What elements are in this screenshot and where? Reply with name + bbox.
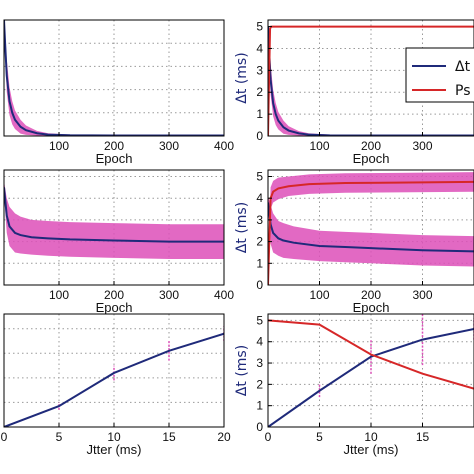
chart-panel-5: 0 5 10 15 20 Jtter (ms) [1, 313, 231, 457]
y-tick-label: 4 [256, 335, 263, 349]
axes-frame [3, 313, 225, 428]
plot-area [4, 180, 224, 259]
x-axis-label: Epoch [353, 300, 390, 315]
x-tick-label: 15 [162, 430, 176, 444]
plot-area [268, 314, 474, 427]
axes-frame [267, 313, 474, 428]
y-tick-label: 5 [256, 170, 263, 184]
x-tick-label: 0 [265, 430, 272, 444]
x-tick-label: 100 [309, 139, 329, 153]
x-tick-label: 200 [361, 288, 381, 302]
x-axis-label: Epoch [96, 300, 133, 315]
x-axis-label: Jtter (ms) [344, 442, 399, 457]
x-tick-label: 5 [316, 430, 323, 444]
y-tick-label: 4 [256, 191, 263, 205]
y-tick-label: 0 [256, 278, 263, 292]
x-tick-label: 200 [104, 288, 124, 302]
plot-area [4, 326, 224, 427]
axes-frame [3, 19, 225, 137]
series-line-2 [268, 319, 474, 390]
y-tick-label: 2 [256, 235, 263, 249]
y-tick-label: 0 [256, 420, 263, 434]
x-tick-label: 0 [1, 430, 8, 444]
series-band-1 [4, 20, 224, 136]
chart-panel-4: 100 200 300 0 1 2 3 4 5 Epoch Δt (ms) [234, 169, 474, 315]
x-tick-label: 200 [104, 139, 124, 153]
x-tick-label: 400 [214, 288, 234, 302]
series-band-2 [268, 172, 474, 285]
series-line-1 [268, 26, 474, 136]
y-tick-label: 0 [256, 129, 263, 143]
x-tick-label: 400 [214, 139, 234, 153]
series-band-1 [268, 196, 474, 267]
y-tick-label: 1 [256, 399, 263, 413]
y-tick-label: 5 [256, 313, 263, 327]
y-tick-label: 2 [256, 85, 263, 99]
x-tick-label: 10 [364, 430, 378, 444]
x-tick-label: 300 [159, 139, 179, 153]
x-tick-label: 100 [49, 139, 69, 153]
y-tick-label: 2 [256, 377, 263, 391]
x-tick-label: 20 [217, 430, 231, 444]
series-line-1 [268, 202, 474, 253]
x-tick-label: 300 [412, 288, 432, 302]
x-tick-label: 15 [416, 430, 430, 444]
series-line-2 [268, 180, 474, 285]
y-axis-label: Δt (ms) [234, 202, 250, 253]
series-line-1 [4, 332, 224, 427]
series-line-1 [268, 327, 474, 427]
x-tick-label: 100 [49, 288, 69, 302]
plot-area [268, 172, 474, 285]
chart-panel-1: 100 200 300 400 Epoch [3, 19, 234, 166]
chart-panel-6: 0 5 10 15 0 1 2 3 4 5 Jtter (ms) Δt (ms) [234, 313, 474, 457]
series-line-1 [4, 187, 224, 243]
chart-panel-3: 100 200 300 400 Epoch [3, 169, 234, 315]
y-tick-label: 1 [256, 256, 263, 270]
series-line-1 [4, 20, 224, 136]
y-tick-label: 3 [256, 356, 263, 370]
y-tick-label: 3 [256, 63, 263, 77]
y-tick-label: 3 [256, 213, 263, 227]
y-axis-label: Δt (ms) [234, 52, 250, 103]
legend-box [405, 47, 474, 103]
series-line-2 [268, 25, 474, 136]
y-tick-label: 1 [256, 107, 263, 121]
legend-label: Ps [455, 83, 471, 99]
plot-area [268, 25, 474, 136]
y-tick-label: 5 [256, 20, 263, 34]
legend: Δt Ps [405, 47, 474, 103]
x-axis-label: Epoch [353, 151, 390, 166]
plot-area [4, 20, 224, 136]
x-tick-label: 100 [309, 288, 329, 302]
y-axis-label: Δt (ms) [234, 345, 250, 396]
y-tick-label: 4 [256, 41, 263, 55]
x-axis-label: Epoch [96, 151, 133, 166]
x-tick-label: 300 [159, 288, 179, 302]
x-tick-label: 5 [56, 430, 63, 444]
x-axis-label: Jtter (ms) [87, 442, 142, 457]
x-tick-label: 200 [361, 139, 381, 153]
chart-panel-2: 100 200 300 0 1 2 3 4 5 Epoch Δt (ms) Δt Ps [234, 19, 474, 166]
x-tick-label: 10 [107, 430, 121, 444]
x-tick-label: 300 [412, 139, 432, 153]
legend-label: Δt [455, 59, 471, 75]
